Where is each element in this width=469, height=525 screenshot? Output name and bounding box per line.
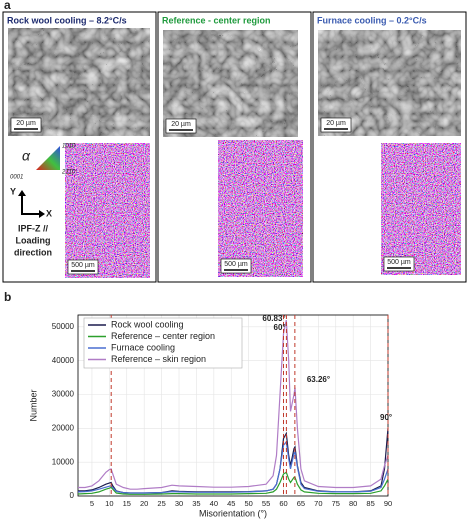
scale-label: 20 µm — [16, 120, 36, 127]
ipf-corner: 21̄1̄0 — [61, 170, 76, 176]
legend-label: Reference – center region — [111, 331, 215, 341]
axes-arrow — [21, 193, 42, 215]
plot-frame — [77, 314, 389, 497]
y-tick-label: 40000 — [52, 356, 75, 365]
x-tick-label: 55 — [262, 499, 270, 508]
axis-label: X — [46, 208, 52, 218]
ipf-corner: 101̄0 — [62, 144, 76, 150]
panel-title: Reference - center region — [162, 15, 271, 25]
y-tick-label: 20000 — [52, 423, 75, 432]
caption: Loading — [16, 235, 51, 245]
panel-frame — [2, 11, 157, 283]
annotation: 90° — [380, 413, 392, 422]
series-line — [78, 319, 389, 490]
x-tick-label: 60 — [279, 499, 287, 508]
scale-label: 20 µm — [171, 121, 191, 128]
x-tick-label: 10 — [105, 499, 113, 508]
x-tick-label: 40 — [210, 499, 218, 508]
scale-label: 500 µm — [71, 262, 95, 269]
x-tick-label: 90 — [384, 499, 392, 508]
x-tick-label: 30 — [175, 499, 183, 508]
legend-label: Furnace cooling — [111, 342, 175, 352]
y-tick-label: 10000 — [52, 457, 75, 466]
ipf-symbol: α — [22, 148, 31, 164]
x-tick-label: 5 — [90, 499, 94, 508]
ebsd-map — [380, 142, 462, 276]
x-tick-label: 15 — [123, 499, 131, 508]
ebsd-map — [217, 139, 304, 278]
legend-box — [83, 317, 243, 369]
x-tick-label: 70 — [314, 499, 322, 508]
annotation: 60.83° — [262, 314, 285, 323]
x-tick-label: 65 — [297, 499, 305, 508]
legend-label: Reference – skin region — [111, 354, 206, 364]
panel-title: Rock wool cooling – 8.2°C/s — [7, 15, 127, 25]
x-tick-label: 75 — [332, 499, 340, 508]
x-tick-label: 45 — [227, 499, 235, 508]
y-tick-label: 30000 — [52, 390, 75, 399]
annotation: 63.26° — [307, 375, 330, 384]
y-axis-label: Number — [28, 389, 38, 421]
panel-label: b — [4, 290, 11, 304]
x-tick-label: 25 — [157, 499, 165, 508]
annotation: 60° — [274, 323, 286, 332]
y-tick-label: 50000 — [52, 322, 75, 331]
scale-label: 500 µm — [387, 259, 411, 266]
series-line — [77, 440, 389, 494]
x-tick-label: 85 — [366, 499, 374, 508]
ipf-triangle — [36, 146, 60, 170]
ebsd-map — [64, 142, 151, 279]
axis-label: Y — [10, 186, 16, 196]
panel-frame — [157, 11, 312, 283]
legend-label: Rock wool cooling — [111, 319, 184, 329]
ipf-corner: 0001 — [10, 175, 23, 181]
series-line — [78, 428, 389, 494]
caption: direction — [14, 247, 52, 257]
x-tick-label: 80 — [349, 499, 357, 508]
x-axis-label: Misorientation (°) — [199, 508, 267, 518]
arrow-heads — [18, 190, 45, 218]
panel-frame — [312, 11, 467, 283]
y-tick-label: 0 — [70, 491, 75, 500]
x-tick-label: 50 — [245, 499, 253, 508]
caption: IPF-Z // — [18, 223, 48, 233]
scale-label: 500 µm — [224, 261, 248, 268]
series-line — [77, 471, 389, 495]
x-tick-label: 35 — [192, 499, 200, 508]
panel-title: Furnace cooling – 0.2°C/s — [317, 15, 427, 25]
x-tick-label: 20 — [140, 499, 148, 508]
scale-label: 20 µm — [326, 120, 346, 127]
ipf-legend: α 0001 101̄0 21̄1̄0 Y X IPF-Z // Loading… — [10, 144, 76, 258]
panel-label: a — [4, 0, 11, 12]
